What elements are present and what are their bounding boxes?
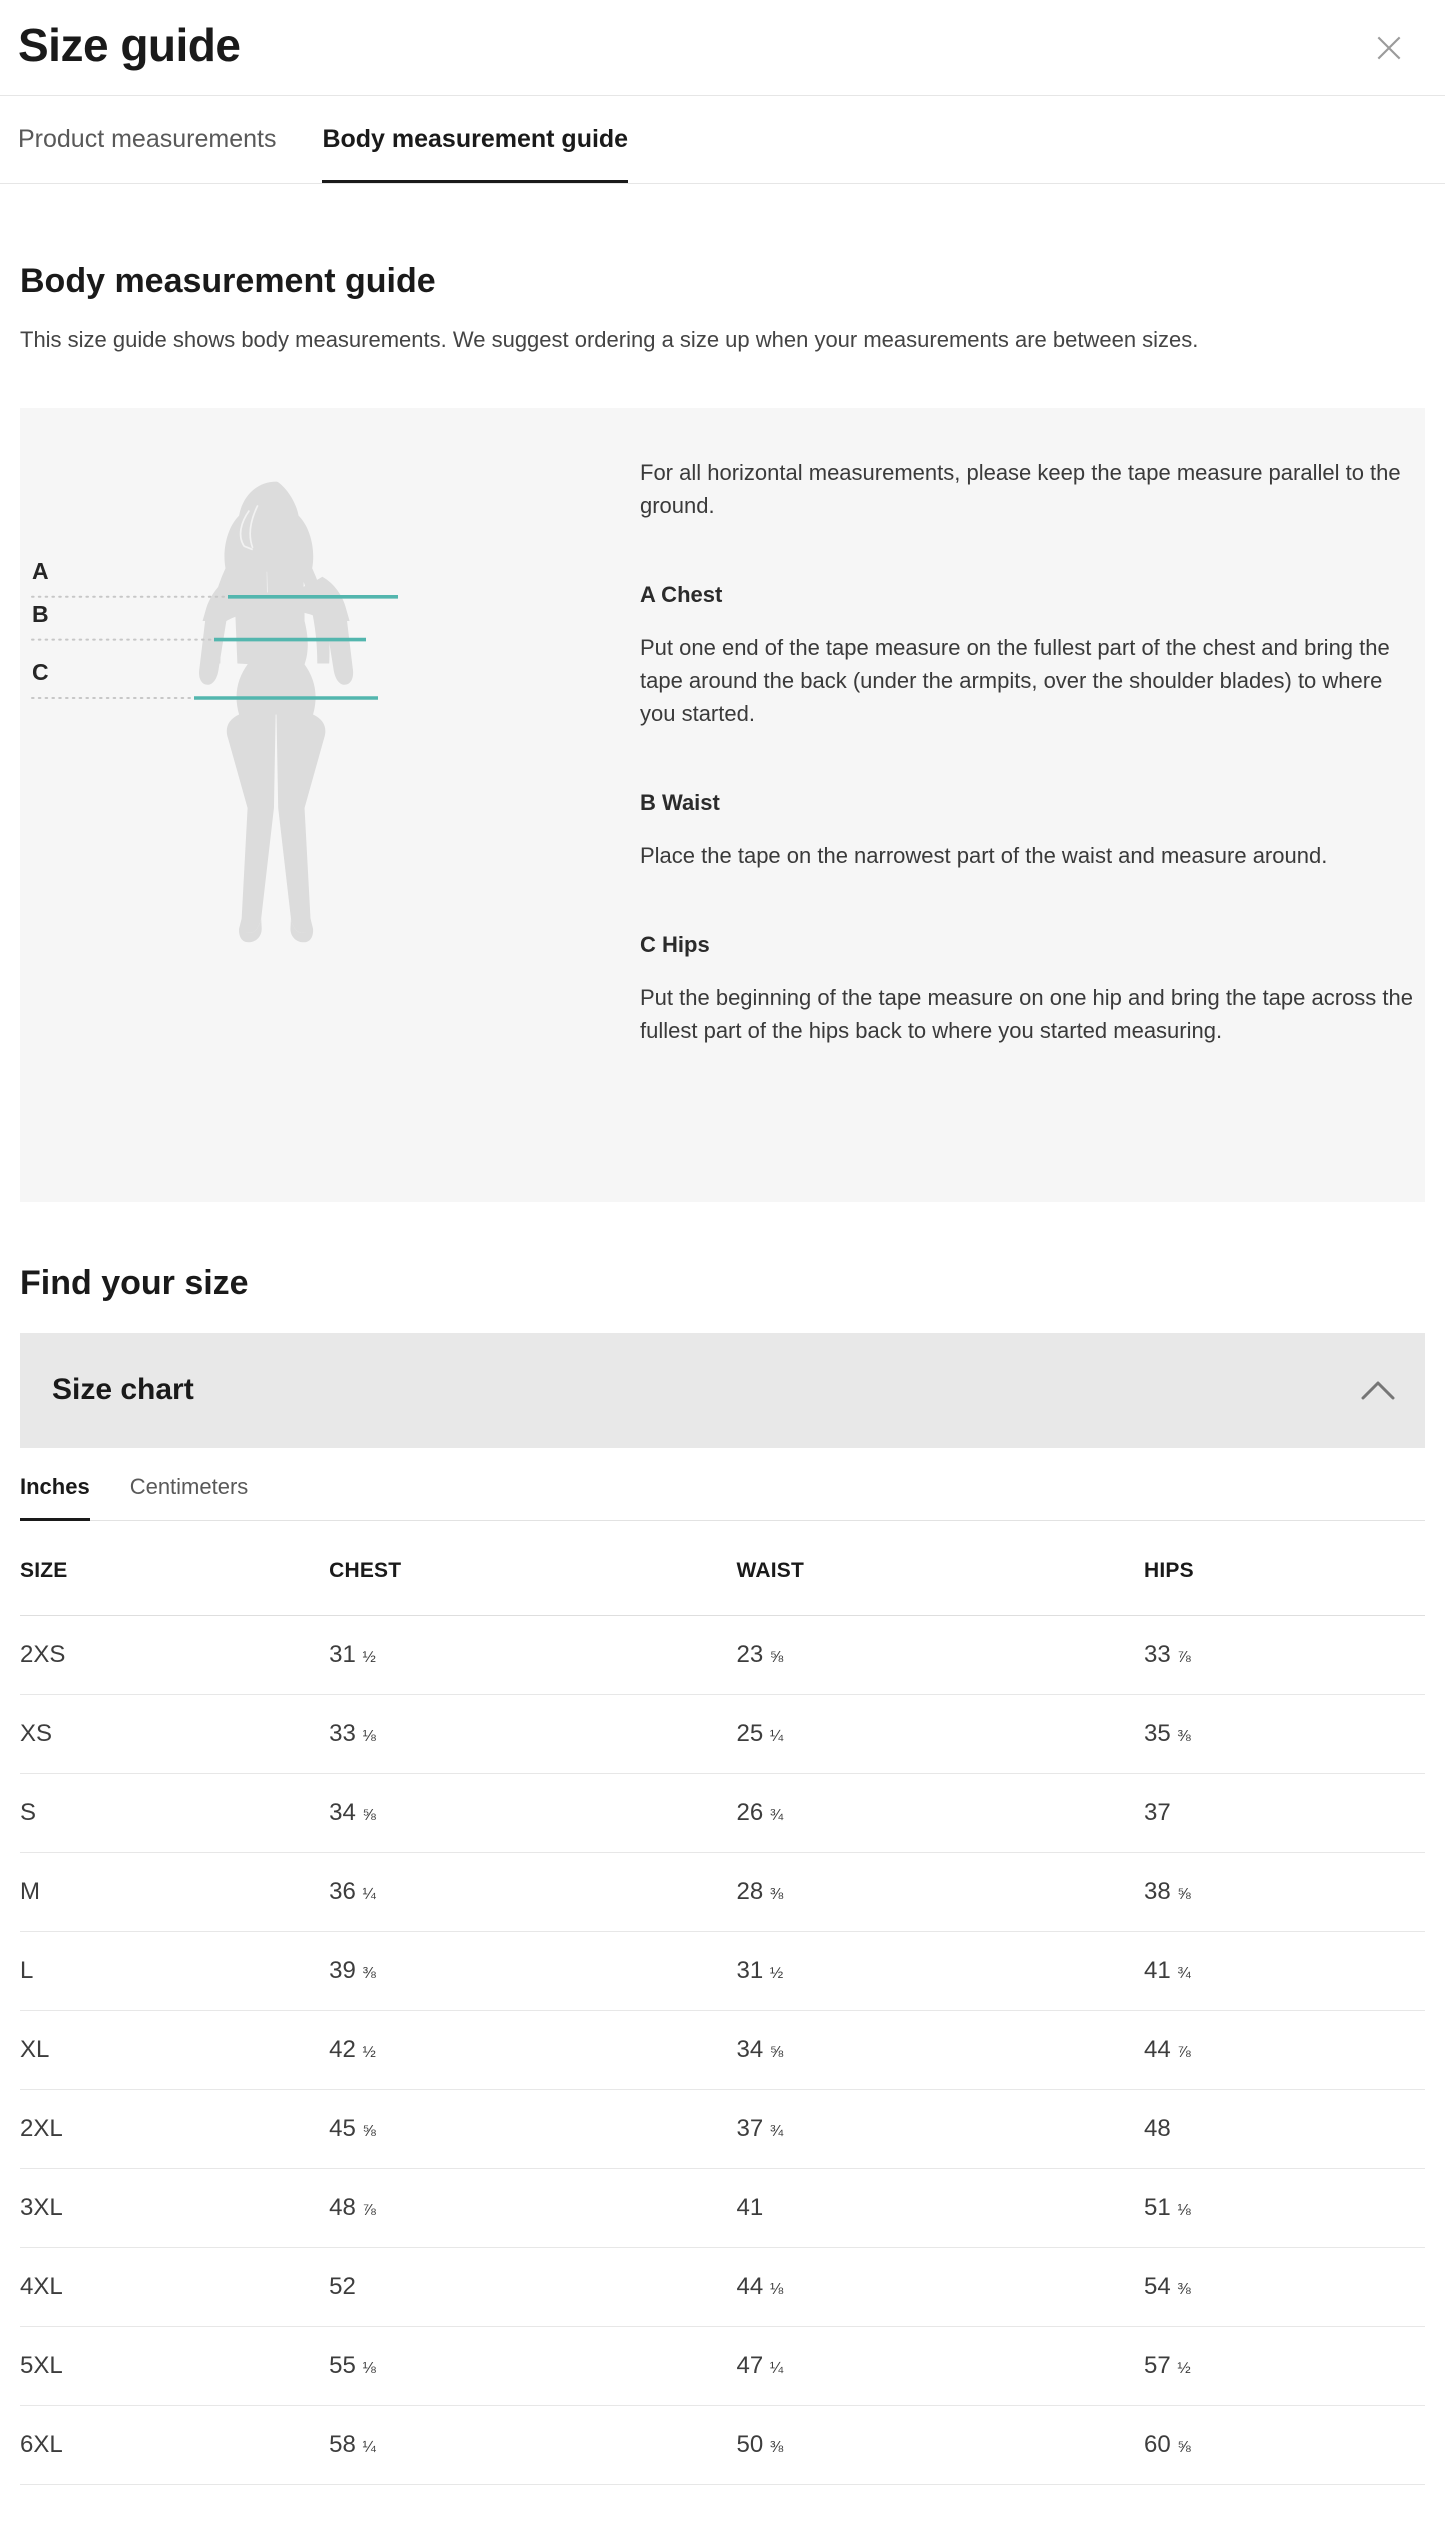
svg-text:C: C xyxy=(32,659,49,685)
svg-text:B: B xyxy=(32,601,49,627)
svg-text:A: A xyxy=(32,558,49,584)
